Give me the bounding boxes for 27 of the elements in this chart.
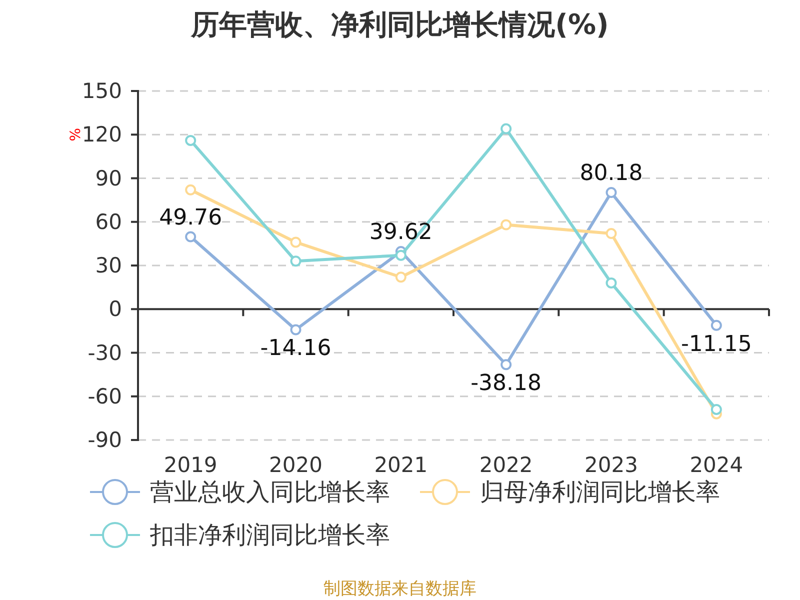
y-tick-label: 90 [95,166,122,190]
x-tick-label: 2019 [164,453,218,477]
legend-label: 营业总收入同比增长率 [150,478,390,506]
x-tick-label: 2024 [690,453,744,477]
annotation: 制图数据来自数据库 [324,579,476,599]
x-tick-label: 2020 [269,453,322,477]
y-tick-label: -60 [88,384,122,408]
y-tick-label: -30 [88,340,122,365]
y-tick-label: 0 [108,297,122,322]
y-tick-label: 30 [95,254,122,278]
data-label: -38.18 [470,371,542,396]
title: 历年营收、净利同比增长情况(%) [191,8,609,41]
legend-label: 扣非净利润同比增长率 [150,521,390,549]
data-label: 49.76 [159,205,222,230]
x-tick-label: 2023 [584,453,638,477]
y-tick-label: 150 [82,79,122,103]
y-tick-label: 60 [95,210,122,234]
data-label: 39.62 [369,220,432,245]
y-tick-label: 120 [82,122,122,147]
data-label: 80.18 [580,161,643,186]
x-tick-label: 2021 [374,453,428,477]
y-tick-label: -90 [88,428,122,452]
data-label: -14.16 [260,336,332,362]
legend-label: 归母净利润同比增长率 [480,478,720,506]
x-tick-label: 2022 [479,453,533,477]
data-label: -11.15 [680,332,752,357]
y-axis-title: % [68,128,84,142]
